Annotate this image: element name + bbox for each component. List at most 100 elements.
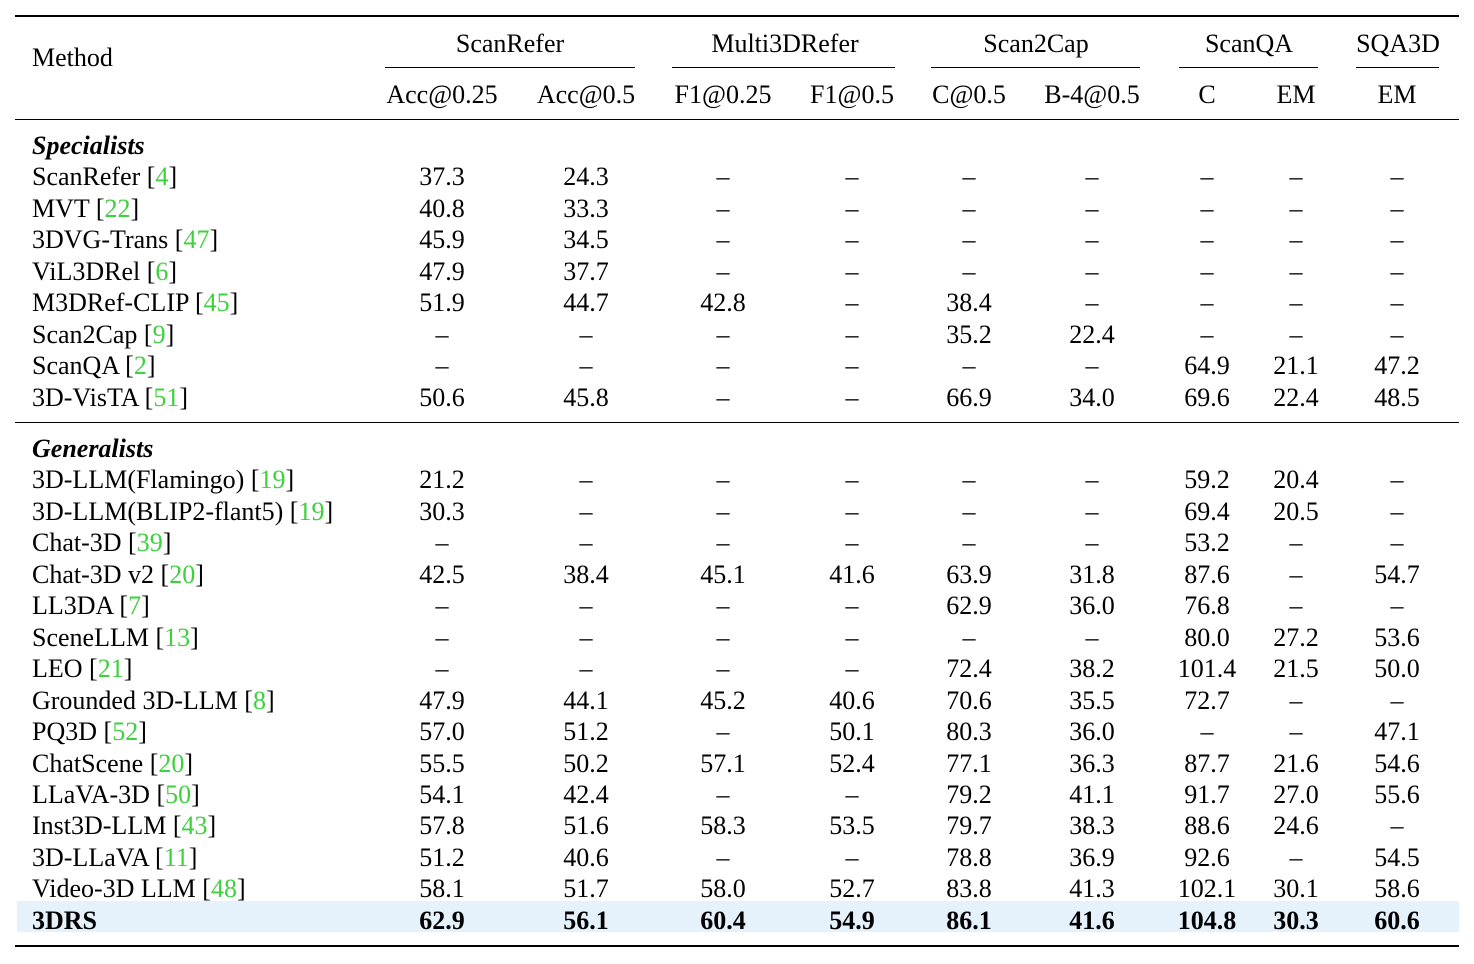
value-cell: – <box>962 465 976 495</box>
value-cell: – <box>1200 162 1214 192</box>
value-cell: 69.6 <box>1184 382 1230 412</box>
value-cell: – <box>1200 717 1214 747</box>
citation-bracket: [ <box>112 591 129 621</box>
value-cell: – <box>435 319 449 349</box>
citation-bracket: ] <box>168 256 178 286</box>
citation-bracket: ] <box>195 559 204 589</box>
value-cell: 87.6 <box>1184 559 1230 589</box>
value-cell: – <box>1289 319 1303 349</box>
citation-bracket: ] <box>324 496 334 526</box>
value-cell: – <box>1085 225 1099 255</box>
citation-bracket: ] <box>141 591 150 621</box>
citation-bracket: [ <box>89 193 105 223</box>
value-cell: – <box>716 591 730 621</box>
value-cell: 50.0 <box>1374 654 1420 684</box>
metric-header: F1@0.5 <box>810 80 894 109</box>
value-cell: 41.6 <box>829 559 875 589</box>
value-cell: 62.9 <box>946 591 992 621</box>
value-cell: 79.7 <box>946 811 992 841</box>
value-cell: 79.2 <box>946 779 992 809</box>
value-cell: 69.4 <box>1184 496 1230 526</box>
method-name: ScanQA [2] <box>32 353 156 379</box>
citation-link[interactable]: 48 <box>210 874 237 904</box>
section-title: Generalists <box>32 434 154 463</box>
value-cell: – <box>716 779 730 809</box>
citation-bracket: [ <box>148 842 164 872</box>
citation-bracket: [ <box>140 256 156 286</box>
value-cell: – <box>1390 465 1404 495</box>
citation-link[interactable]: 8 <box>252 685 266 715</box>
value-cell: 59.2 <box>1184 465 1230 495</box>
value-cell: 55.6 <box>1374 779 1420 809</box>
value-cell: 92.6 <box>1184 842 1230 872</box>
value-cell: 21.2 <box>419 465 465 495</box>
citation-link[interactable]: 47 <box>183 225 210 255</box>
citation-link[interactable]: 7 <box>128 591 142 621</box>
value-cell: – <box>845 225 859 255</box>
method-name: Scan2Cap [9] <box>32 319 174 349</box>
citation-link[interactable]: 11 <box>163 842 189 872</box>
value-cell: 37.7 <box>563 256 609 286</box>
citation-link[interactable]: 2 <box>133 351 147 381</box>
citation-bracket: [ <box>166 811 182 841</box>
value-cell: 102.1 <box>1177 874 1237 904</box>
method-name: ScanRefer [4] <box>32 164 177 190</box>
value-cell: 36.3 <box>1069 748 1115 778</box>
header-rule <box>15 119 1459 121</box>
value-cell: 76.8 <box>1184 591 1230 621</box>
citation-bracket: ] <box>207 811 217 841</box>
citation-link[interactable]: 9 <box>152 319 166 349</box>
value-cell: 60.6 <box>1374 905 1420 935</box>
citation-link[interactable]: 51 <box>153 382 180 412</box>
citation-link[interactable]: 52 <box>112 717 139 747</box>
citation-link[interactable]: 50 <box>165 779 192 809</box>
value-cell: 31.8 <box>1069 559 1115 589</box>
value-cell: 72.7 <box>1184 685 1230 715</box>
method-label: ScanQA <box>32 351 119 381</box>
citation-link[interactable]: 20 <box>158 748 185 778</box>
citation-bracket: [ <box>154 559 170 589</box>
method-label: ViL3DRel <box>32 256 141 286</box>
method-name: ChatScene [20] <box>32 748 193 778</box>
citation-link[interactable]: 6 <box>155 256 169 286</box>
value-cell: – <box>962 528 976 558</box>
value-cell: 52.4 <box>829 748 875 778</box>
method-name: 3DRS <box>32 907 97 934</box>
citation-link[interactable]: 13 <box>164 622 191 652</box>
value-cell: – <box>1289 225 1303 255</box>
citation-link[interactable]: 45 <box>203 288 230 318</box>
value-cell: 54.6 <box>1374 748 1420 778</box>
citation-link[interactable]: 4 <box>155 162 169 192</box>
metric-header: Acc@0.25 <box>386 80 498 109</box>
citation-link[interactable]: 19 <box>298 496 325 526</box>
value-cell: 51.9 <box>419 288 465 318</box>
value-cell: – <box>1289 162 1303 192</box>
citation-link[interactable]: 43 <box>181 811 208 841</box>
value-cell: 24.6 <box>1273 811 1319 841</box>
citation-bracket: [ <box>168 225 184 255</box>
value-cell: – <box>716 382 730 412</box>
value-cell: 27.2 <box>1273 622 1319 652</box>
citation-bracket: ] <box>229 288 239 318</box>
value-cell: 54.9 <box>829 905 875 935</box>
value-cell: – <box>1390 811 1404 841</box>
value-cell: – <box>962 622 976 652</box>
citation-link[interactable]: 39 <box>136 528 163 558</box>
value-cell: 44.7 <box>563 288 609 318</box>
value-cell: 83.8 <box>946 874 992 904</box>
citation-link[interactable]: 21 <box>97 654 124 684</box>
value-cell: 30.3 <box>1273 905 1319 935</box>
method-name: LL3DA [7] <box>32 593 150 619</box>
value-cell: 53.5 <box>829 811 875 841</box>
value-cell: 21.5 <box>1273 654 1319 684</box>
citation-link[interactable]: 22 <box>104 193 131 223</box>
citation-link[interactable]: 20 <box>169 559 196 589</box>
value-cell: – <box>845 779 859 809</box>
value-cell: – <box>1085 622 1099 652</box>
citation-link[interactable]: 19 <box>259 465 286 495</box>
citation-bracket: ] <box>190 622 199 652</box>
method-name: Inst3D-LLM [43] <box>32 813 216 839</box>
value-cell: 60.4 <box>700 905 746 935</box>
value-cell: – <box>1200 288 1214 318</box>
value-cell: 77.1 <box>946 748 992 778</box>
